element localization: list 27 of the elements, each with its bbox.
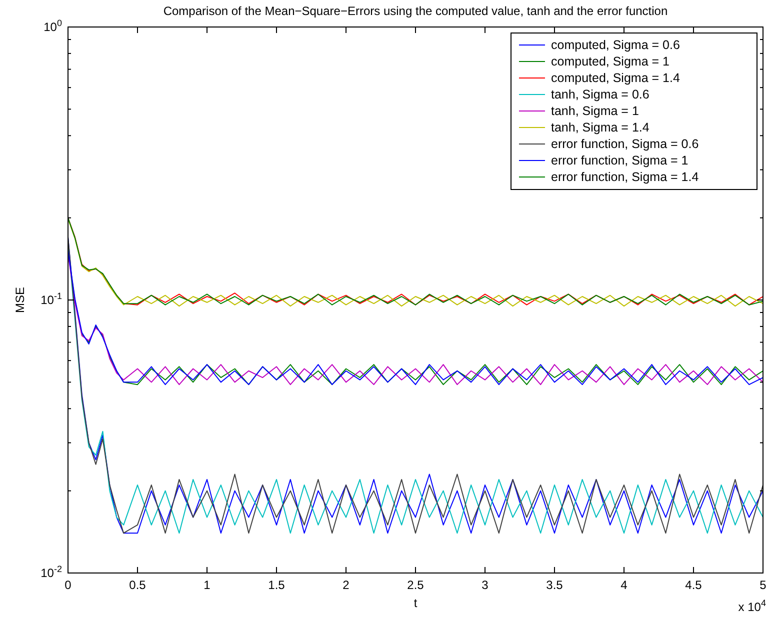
legend-label: computed, Sigma = 1: [551, 54, 670, 68]
legend-label: error function, Sigma = 1.4: [551, 170, 699, 184]
x-tick-label: 3: [482, 578, 489, 592]
legend-label: tanh, Sigma = 1: [551, 104, 639, 118]
legend-label: error function, Sigma = 1: [551, 154, 688, 168]
y-tick-label: 10$^{-2}$: [40, 564, 62, 580]
x-tick-label: 0: [64, 578, 72, 592]
x-tick-label: 2: [342, 578, 350, 592]
x-tick-label: 5: [760, 578, 767, 592]
y-tick-label: 10$^{-1}$: [40, 291, 62, 307]
y-axis-title: MSE: [13, 286, 27, 314]
x-tick-label: 1: [204, 578, 211, 592]
legend-label: computed, Sigma = 1.4: [551, 71, 680, 85]
x-tick-label: 3.5: [546, 578, 564, 592]
legend-label: tanh, Sigma = 0.6: [551, 88, 650, 102]
legend-label: computed, Sigma = 0.6: [551, 38, 680, 52]
x-tick-label: 4.5: [685, 578, 702, 592]
legend-label: tanh, Sigma = 1.4: [551, 120, 650, 134]
y-tick-label: 10$^{0}$: [44, 18, 62, 34]
text: x 10$^{4}$: [738, 598, 766, 614]
x-tick-label: 0.5: [129, 578, 146, 592]
x-tick-label: 4: [620, 578, 628, 592]
x-tick-label: 1.5: [268, 578, 286, 592]
legend-label: error function, Sigma = 0.6: [551, 137, 699, 151]
x-tick-label: 2.5: [407, 578, 424, 592]
chart-title: Comparison of the Mean−Square−Errors using the computed value, tanh and the error function: [163, 4, 668, 18]
x-axis-title: t: [414, 596, 418, 610]
